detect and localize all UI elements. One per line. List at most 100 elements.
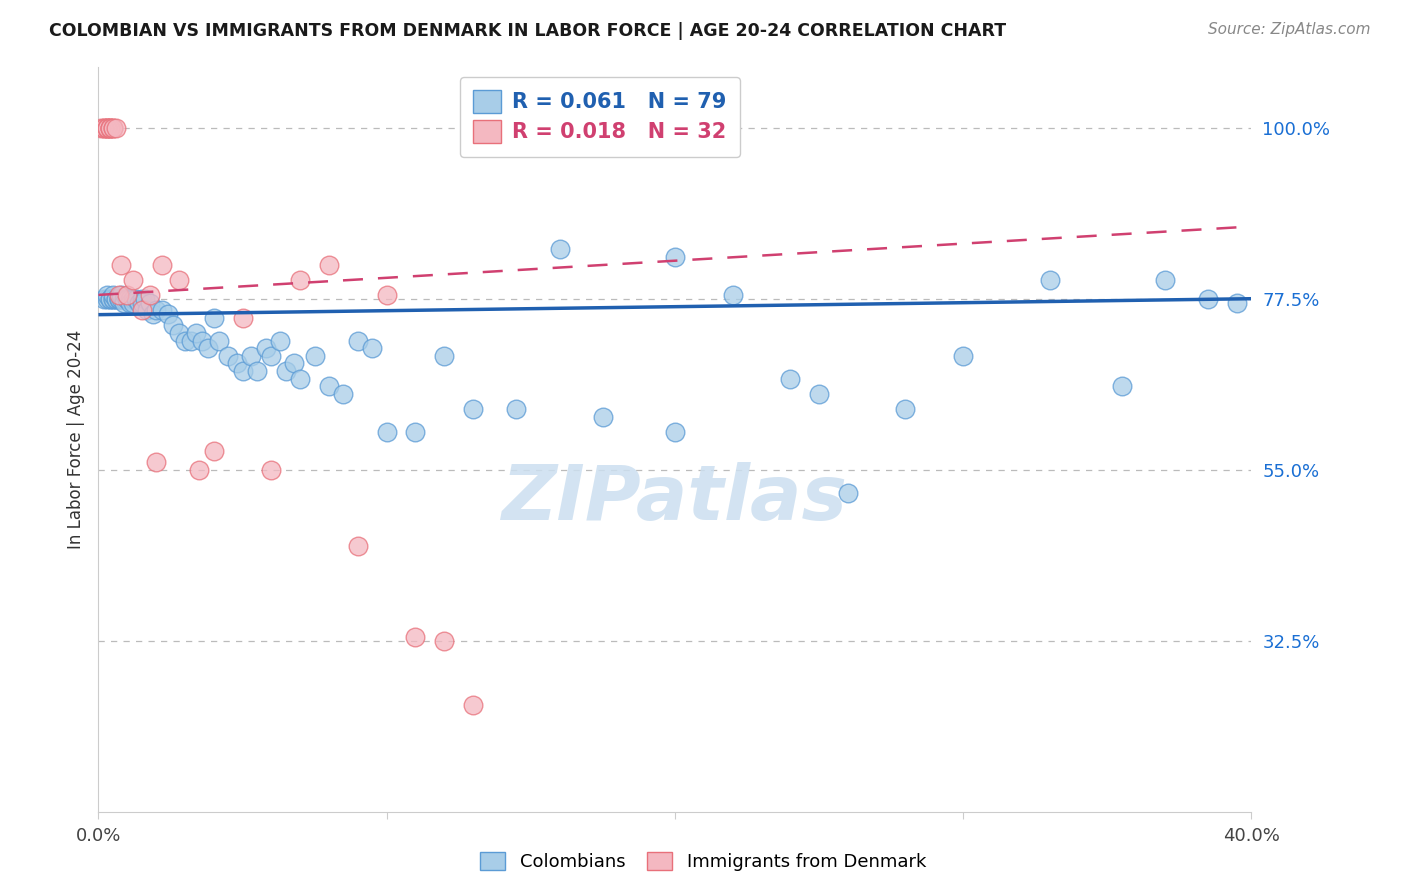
Point [461,698,484,713]
Point [375,288,398,302]
Legend: Colombians, Immigrants from Denmark: Colombians, Immigrants from Denmark [472,845,934,879]
Point [128,295,150,310]
Point [1226,295,1249,310]
Point [136,303,159,318]
Text: COLOMBIAN VS IMMIGRANTS FROM DENMARK IN LABOR FORCE | AGE 20-24 CORRELATION CHAR: COLOMBIAN VS IMMIGRANTS FROM DENMARK IN … [49,22,1007,40]
Point [405,630,427,644]
Point [131,303,153,318]
Point [145,455,167,469]
Point [231,310,254,325]
Point [98,120,121,135]
Point [93,120,115,135]
Point [779,371,801,385]
Point [162,318,184,333]
Point [117,292,139,306]
Point [150,303,173,318]
Point [125,292,148,306]
Point [107,292,129,306]
Point [808,386,831,401]
Point [110,292,132,306]
Point [318,258,340,272]
Point [117,292,139,306]
Point [150,258,173,272]
Point [246,364,269,378]
Point [346,334,368,348]
Point [101,292,124,306]
Point [131,292,153,306]
Point [107,288,129,302]
Point [202,443,225,458]
Point [375,425,398,439]
Point [122,295,145,310]
Y-axis label: In Labor Force | Age 20-24: In Labor Force | Age 20-24 [66,330,84,549]
Text: ZIPatlas: ZIPatlas [502,462,848,536]
Point [112,295,135,310]
Point [592,409,614,424]
Point [131,295,153,310]
Point [240,349,263,363]
Point [260,349,283,363]
Point [101,288,124,302]
Legend: R = 0.061   N = 79, R = 0.018   N = 32: R = 0.061 N = 79, R = 0.018 N = 32 [460,77,741,156]
Point [721,288,744,302]
Point [548,242,571,256]
Point [225,356,247,370]
Point [122,273,145,287]
Point [96,292,118,306]
Point [101,120,124,135]
Point [290,371,312,385]
Point [107,292,129,306]
Point [433,349,456,363]
Point [104,120,127,135]
Point [96,288,118,302]
Point [96,120,118,135]
Point [142,307,165,321]
Point [93,120,115,135]
Point [134,292,156,306]
Point [98,292,121,306]
Point [120,292,142,306]
Point [304,349,326,363]
Point [1154,273,1177,287]
Point [433,633,456,648]
Point [96,120,118,135]
Point [461,401,484,416]
Point [664,425,686,439]
Point [145,303,167,318]
Point [180,334,202,348]
Point [208,334,231,348]
Point [191,334,214,348]
Point [96,120,118,135]
Point [110,288,132,302]
Point [156,307,179,321]
Point [269,334,291,348]
Point [837,485,859,500]
Point [274,364,297,378]
Point [107,292,129,306]
Point [346,539,368,553]
Point [952,349,974,363]
Point [122,292,145,306]
Point [98,292,121,306]
Point [283,356,305,370]
Point [318,379,340,393]
Point [231,364,254,378]
Point [117,288,139,302]
Point [1111,379,1133,393]
Point [101,292,124,306]
Point [217,349,239,363]
Point [104,292,127,306]
Point [664,250,686,264]
Point [101,120,124,135]
Point [405,425,427,439]
Point [332,386,354,401]
Point [120,295,142,310]
Point [112,292,135,306]
Point [254,341,277,355]
Point [361,341,384,355]
Point [93,292,115,306]
Point [188,463,211,477]
Text: Source: ZipAtlas.com: Source: ZipAtlas.com [1208,22,1371,37]
Point [98,120,121,135]
Point [894,401,917,416]
